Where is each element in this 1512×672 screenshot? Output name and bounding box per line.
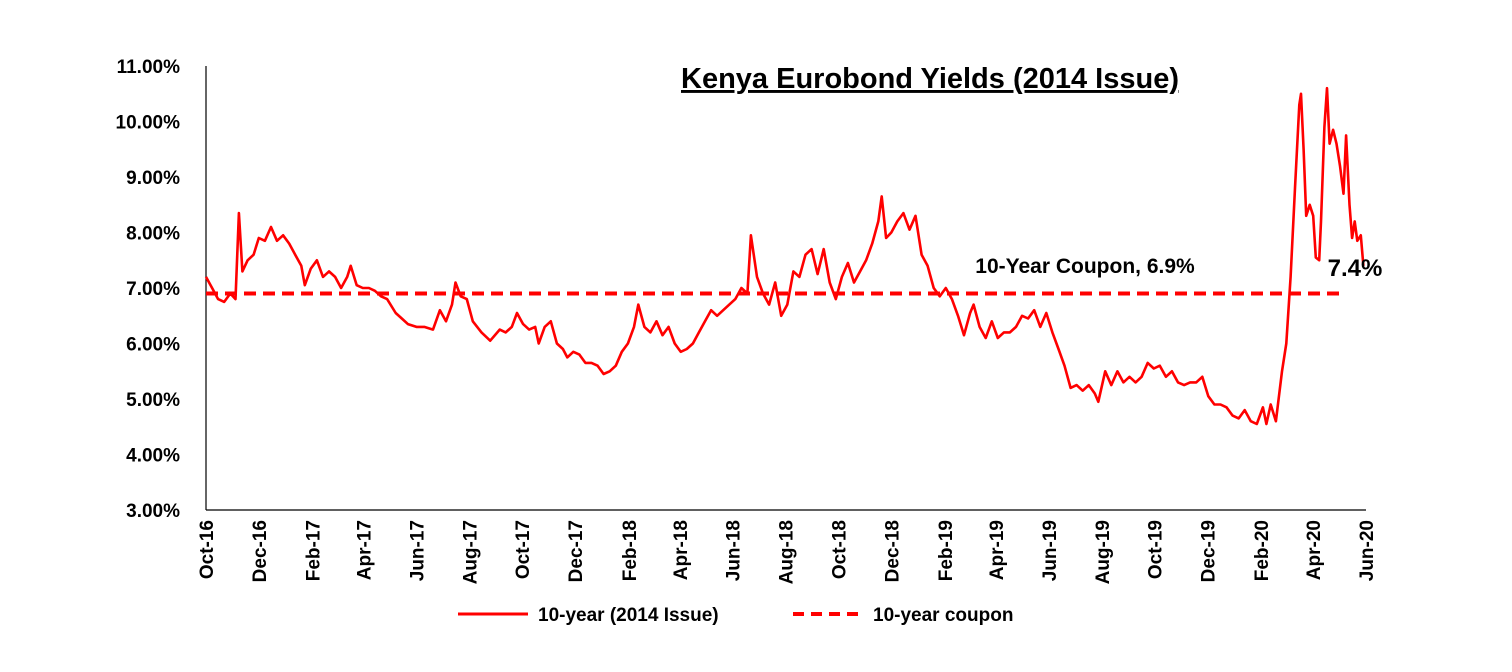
- x-tick-label: Oct-18: [829, 520, 850, 579]
- legend-label-coupon: 10-year coupon: [873, 605, 1013, 626]
- series-line-bond-yield: [204, 86, 1365, 426]
- x-tick-label: Aug-17: [460, 520, 481, 584]
- x-tick-label: Dec-17: [566, 520, 587, 582]
- y-tick-label: 6.00%: [126, 335, 180, 356]
- x-tick-label: Jun-17: [408, 520, 429, 581]
- x-tick-label: Apr-18: [671, 520, 692, 580]
- x-tick-label: Apr-17: [355, 520, 376, 580]
- x-tick-label: Dec-18: [882, 520, 903, 582]
- y-tick-label: 9.00%: [126, 168, 180, 189]
- x-tick-label: Dec-19: [1198, 520, 1219, 582]
- x-tick-labels: Oct-16 Dec-16 Feb-17 Apr-17 Jun-17 Aug-17 Oct-…: [197, 520, 1378, 584]
- coupon-annotation: 10-Year Coupon, 6.9%: [975, 255, 1195, 278]
- x-tick-label: Jun-18: [724, 520, 745, 581]
- x-tick-label: Aug-18: [777, 520, 798, 584]
- x-tick-label: Oct-19: [1146, 520, 1167, 579]
- x-tick-label: Aug-19: [1093, 520, 1114, 584]
- y-tick-label: 5.00%: [126, 390, 180, 411]
- last-value-label: 7.4%: [1328, 255, 1383, 282]
- y-tick-label: 11.00%: [117, 57, 180, 78]
- x-tick-label: Jun-20: [1357, 520, 1378, 581]
- x-tick-label: Jun-19: [1040, 520, 1061, 581]
- x-tick-label: Feb-19: [936, 520, 957, 581]
- x-tick-label: Feb-20: [1252, 520, 1273, 581]
- x-tick-label: Feb-17: [304, 520, 325, 581]
- x-tick-label: Oct-16: [197, 520, 218, 579]
- x-tick-label: Oct-17: [513, 520, 534, 579]
- x-tick-label: Apr-20: [1304, 520, 1325, 580]
- x-tick-label: Dec-16: [250, 520, 271, 582]
- y-tick-label: 4.00%: [126, 446, 180, 467]
- chart-axes: [205, 66, 1366, 511]
- y-tick-label: 7.00%: [126, 279, 180, 300]
- y-tick-labels: 3.00% 4.00% 5.00% 6.00% 7.00% 8.00% 9.00% 10.00…: [116, 57, 181, 522]
- y-tick-label: 10.00%: [116, 113, 181, 134]
- legend: 10-year (2014 Issue) 10-year coupon: [458, 605, 1013, 626]
- series-layer: [204, 86, 1365, 426]
- x-tick-label: Feb-18: [620, 520, 641, 581]
- y-tick-label: 3.00%: [126, 501, 180, 522]
- chart-title: Kenya Eurobond Yields (2014 Issue): [681, 63, 1179, 95]
- y-tick-label: 8.00%: [126, 224, 180, 245]
- legend-label-bond: 10-year (2014 Issue): [538, 605, 719, 626]
- x-tick-label: Apr-19: [987, 520, 1008, 580]
